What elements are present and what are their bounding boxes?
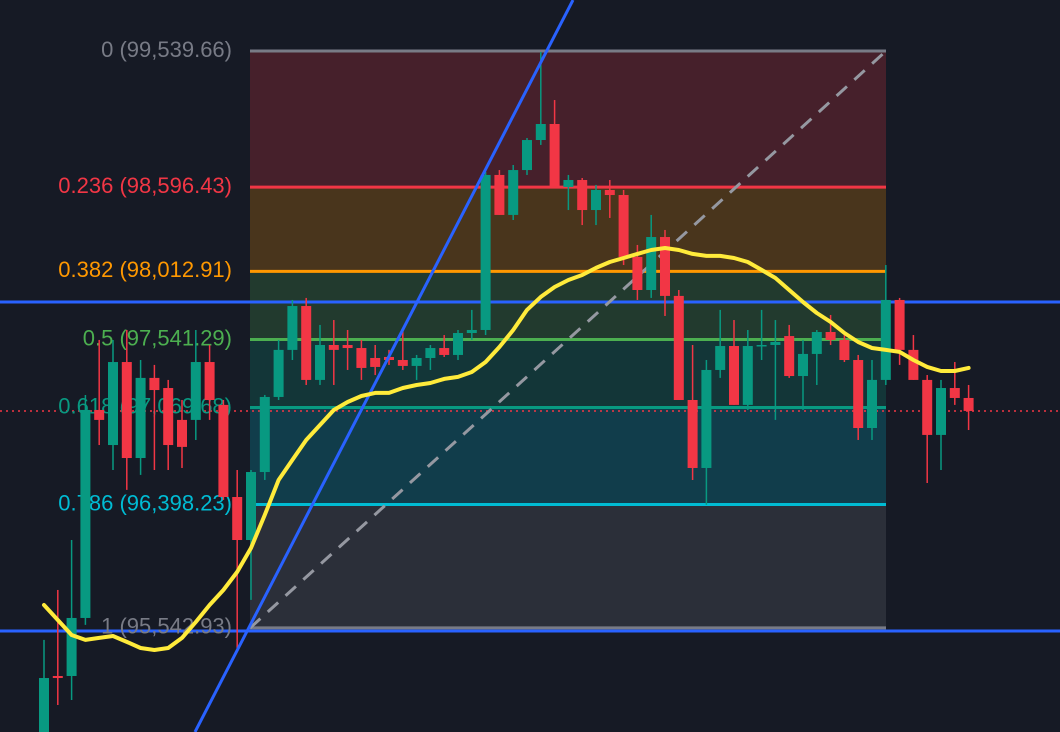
candle-body [425, 348, 436, 358]
candle-body [660, 237, 670, 296]
candle-body [301, 306, 312, 380]
candle-body [135, 377, 146, 459]
candle-body [798, 353, 808, 377]
candle-body [315, 344, 325, 380]
candle-body [328, 344, 339, 350]
candle-body [853, 360, 864, 428]
candle-body [742, 346, 753, 405]
candle-body [880, 299, 891, 380]
candle-body [204, 362, 215, 400]
candle-body [811, 332, 822, 354]
fib-level-label: 0.5 (97,541.29) [83, 325, 232, 350]
candle-body [356, 348, 367, 368]
candle-body [39, 678, 49, 732]
fib-level-label: 1 (95,542.93) [101, 614, 232, 639]
candle-body [508, 170, 519, 215]
candle-body [549, 123, 560, 187]
candle-body [287, 306, 298, 350]
candle-body [701, 369, 712, 468]
moving-average-line [42, 246, 971, 652]
fib-zone [250, 407, 886, 505]
overlay [42, 246, 971, 652]
candle-body [963, 397, 974, 411]
candle-body [149, 377, 160, 391]
candle-body [936, 388, 946, 435]
candle-body [673, 295, 684, 400]
trend-line [193, 0, 575, 732]
candle-body [894, 299, 905, 350]
candle-body [397, 360, 408, 366]
candle-body [232, 496, 243, 541]
fib-zone [250, 504, 886, 628]
candle-body [411, 357, 422, 366]
candle-body [770, 341, 781, 345]
candle-body [729, 346, 739, 405]
fib-zone [250, 51, 886, 188]
candle-body [563, 180, 574, 187]
candle-body [342, 344, 353, 349]
candle-body [94, 409, 105, 420]
candle-body [480, 174, 491, 330]
candle-body [604, 189, 615, 196]
candle-body [922, 379, 933, 435]
candle-body [535, 123, 546, 141]
candle-body [218, 404, 229, 497]
candle-body [108, 362, 118, 446]
candle-body [715, 346, 726, 370]
fib-level-label: 0.236 (98,596.43) [58, 173, 232, 198]
candle-body [867, 379, 877, 428]
candle-body [618, 195, 629, 257]
candle-body [839, 339, 850, 361]
candle-body [163, 388, 174, 446]
fib-level-label: 0 (99,539.66) [101, 37, 232, 62]
candle-body [66, 617, 77, 676]
candle-body [453, 333, 463, 355]
candle-body [273, 349, 284, 397]
candle-body [756, 344, 767, 347]
candle-body [825, 332, 836, 340]
candle-body [439, 348, 450, 355]
candle-body [522, 140, 532, 171]
candle-body [177, 419, 187, 447]
candle-body [466, 329, 477, 334]
candle-body [80, 409, 91, 618]
candle-body [259, 396, 270, 473]
candle-body [246, 472, 256, 541]
candle-body [687, 399, 698, 468]
candle-body [908, 349, 919, 380]
candle-body [370, 357, 381, 367]
candle-body [494, 174, 505, 215]
candle-body [591, 189, 601, 211]
candle-body [646, 237, 657, 290]
candles [39, 51, 974, 732]
candle-body [577, 180, 588, 211]
candle-body [632, 256, 643, 290]
candle-body [121, 362, 132, 459]
candle-body [949, 388, 960, 398]
fib-level-label: 0.382 (98,012.91) [58, 257, 232, 282]
candle-body [52, 675, 63, 679]
fib-zones [250, 51, 886, 628]
candle-body [784, 336, 795, 377]
candle-body [190, 362, 201, 420]
